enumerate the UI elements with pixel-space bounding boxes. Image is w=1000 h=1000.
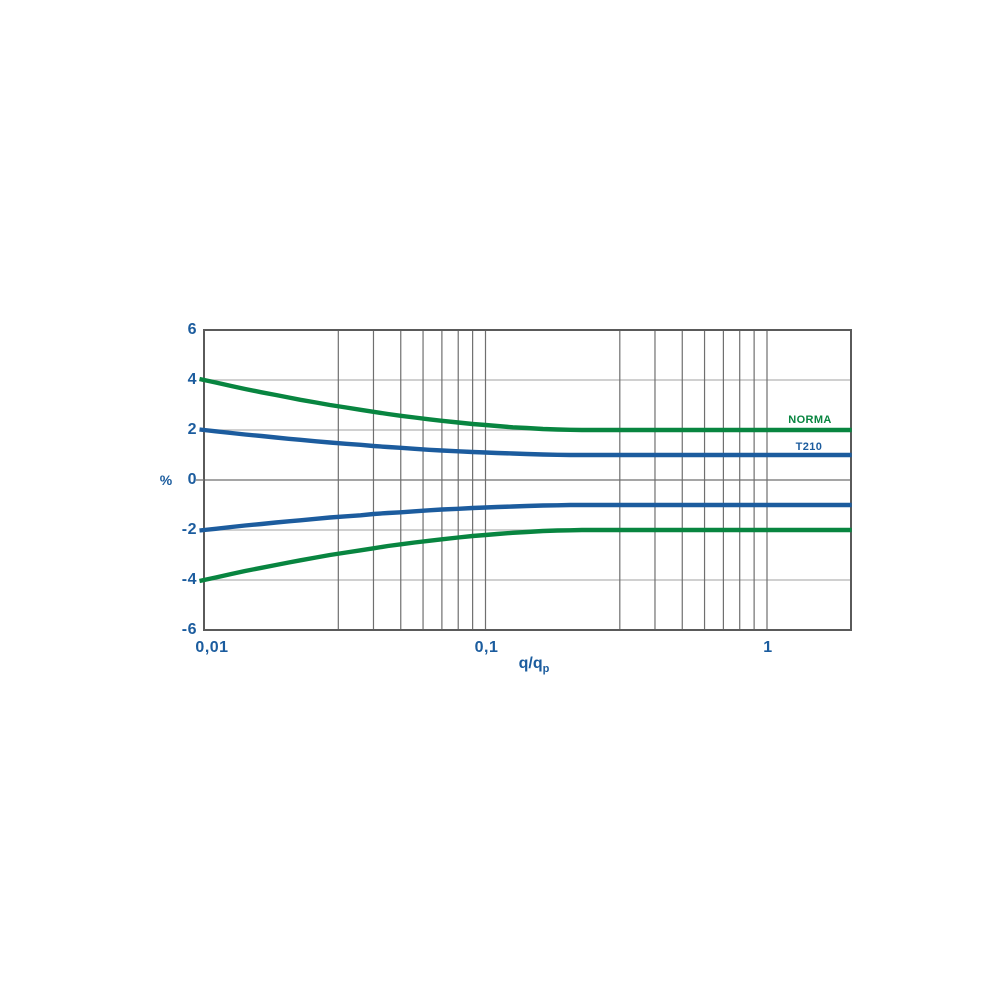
- x-axis-title-subscript: p: [542, 663, 550, 675]
- curve-t210-lower-limit: [199, 502, 852, 533]
- x-axis-title-main: q/q: [518, 655, 543, 672]
- curve-norma-lower-limit: [199, 527, 852, 584]
- y-tick-label-0: 0: [187, 471, 197, 488]
- legend-label-norma: NORMA: [788, 414, 832, 426]
- y-tick-label--4: -4: [181, 571, 197, 588]
- legend-label-t210: T210: [795, 441, 823, 453]
- y-tick-label-2: 2: [187, 421, 197, 438]
- x-tick-label-1: 1: [763, 639, 773, 656]
- x-tick-label-0.01: 0,01: [195, 639, 229, 656]
- curve-norma-upper-limit: [199, 376, 852, 433]
- y-tick-label--6: -6: [181, 621, 197, 638]
- x-tick-label-0.1: 0,1: [474, 639, 499, 656]
- y-tick-label-4: 4: [187, 371, 197, 388]
- y-tick-label--2: -2: [181, 521, 197, 538]
- y-axis-unit-label: %: [159, 472, 173, 488]
- x-axis-title: q/qp: [484, 653, 584, 675]
- y-tick-label-6: 6: [187, 321, 197, 338]
- curve-t210-upper-limit: [199, 427, 852, 458]
